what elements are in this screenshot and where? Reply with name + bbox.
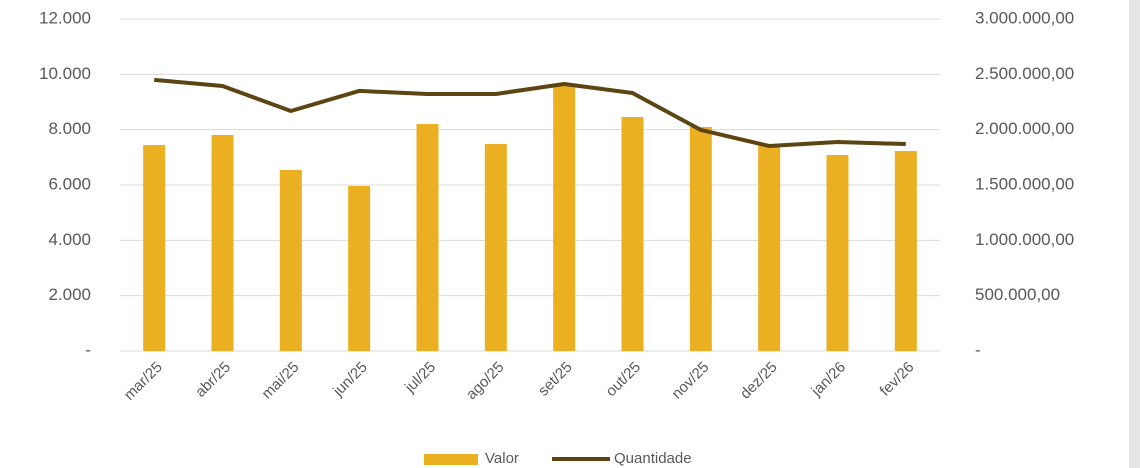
side-strip [1129,0,1140,468]
bar [143,145,166,351]
bar [758,145,781,351]
y2-tick-label: 1.000.000,00 [975,230,1074,249]
x-tick-label: mai/25 [259,359,303,403]
bar [279,169,302,351]
x-tick-label: out/25 [603,359,645,401]
bar [553,83,576,351]
x-tick-label: jan/26 [808,359,850,401]
y-tick-label: 4.000 [48,230,91,249]
y-tick-label: - [85,340,91,359]
bar [894,151,917,351]
bar [211,134,234,351]
x-tick-label: nov/25 [669,359,713,403]
x-tick-label: set/25 [535,359,576,400]
bar [484,144,507,351]
bar [689,127,712,351]
y-tick-label: 6.000 [48,174,91,193]
legend-swatch [424,454,478,465]
y2-tick-label: 500.000,00 [975,285,1060,304]
x-tick-label: abr/25 [192,359,234,401]
legend-label: Valor [485,450,519,467]
x-tick-label: dez/25 [737,359,781,403]
x-tick-label: ago/25 [463,359,507,403]
bar [621,117,644,352]
y-tick-label: 2.000 [48,285,91,304]
y2-tick-label: 1.500.000,00 [975,174,1074,193]
y-tick-label: 10.000 [39,64,91,83]
y-tick-label: 8.000 [48,119,91,138]
y2-tick-label: - [975,340,981,359]
bar [416,124,439,351]
line [153,77,906,148]
x-tick-label: mar/25 [121,359,166,404]
y2-tick-label: 3.000.000,00 [975,8,1074,27]
y-tick-label: 12.000 [39,8,91,27]
bar [826,155,849,351]
x-tick-label: fev/26 [877,359,918,400]
x-tick-label: jul/25 [401,359,439,397]
x-tick-label: jun/25 [329,359,371,401]
bar [348,185,371,351]
legend-label: Quantidade [614,450,692,467]
y2-tick-label: 2.500.000,00 [975,64,1074,83]
y2-tick-label: 2.000.000,00 [975,119,1074,138]
